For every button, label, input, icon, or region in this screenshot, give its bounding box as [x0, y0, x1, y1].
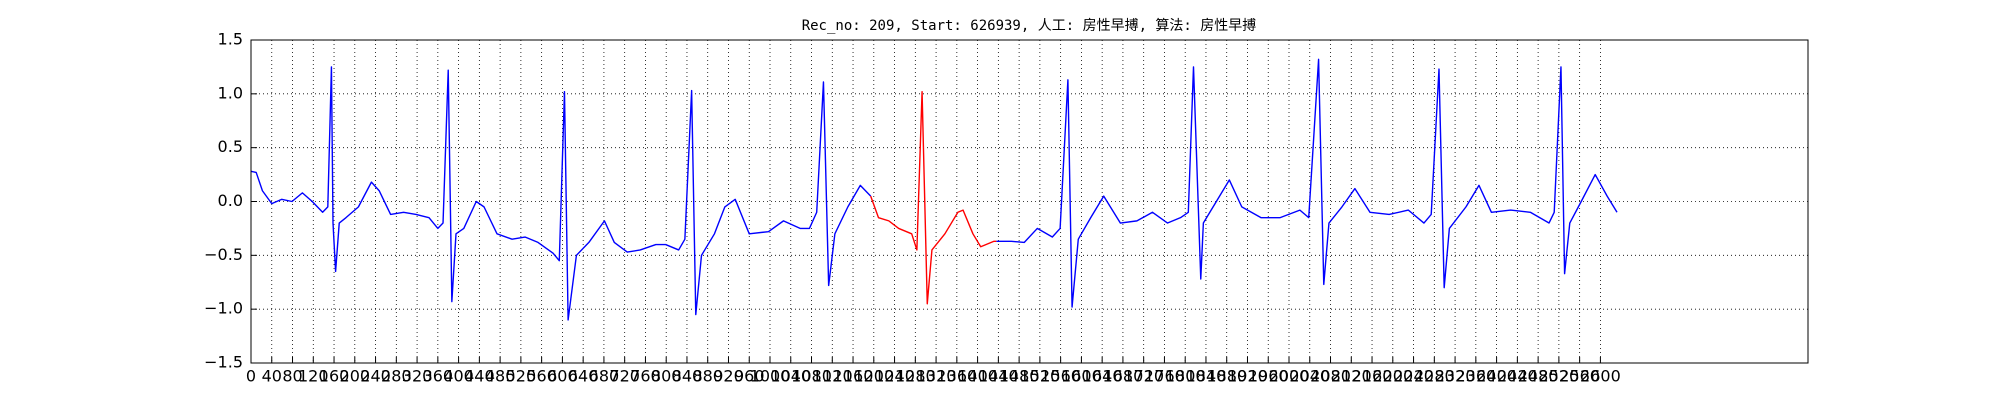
x-tick-label: 120 — [298, 367, 329, 386]
x-tick-label: 2400 — [1476, 367, 1517, 386]
x-tick-label: 920 — [713, 367, 744, 386]
x-tick-label: 1560 — [1040, 367, 1081, 386]
x-tick-label: 1200 — [853, 367, 894, 386]
x-tick-label: 2560 — [1559, 367, 1600, 386]
plot-frame — [250, 39, 1809, 364]
x-tick-label: 2080 — [1310, 367, 1351, 386]
x-tick-label: 1880 — [1206, 367, 1247, 386]
x-tick-label: 1480 — [999, 367, 1040, 386]
x-tick-label: 1320 — [916, 367, 957, 386]
x-tick-label: 680 — [589, 367, 620, 386]
x-tick-label: 280 — [381, 367, 412, 386]
x-tick-label: 200 — [340, 367, 371, 386]
x-tick-label: 80 — [282, 367, 302, 386]
x-tick-label: 800 — [651, 367, 682, 386]
x-tick-label: 1760 — [1144, 367, 1185, 386]
y-tick-label: 0.0 — [218, 191, 243, 210]
x-tick-label: 760 — [630, 367, 661, 386]
x-tick-label: 1640 — [1082, 367, 1123, 386]
x-tick-label: 720 — [609, 367, 640, 386]
x-tick-label: 2120 — [1331, 367, 1372, 386]
y-tick-label: 1.5 — [218, 30, 243, 49]
x-tick-label: 40 — [262, 367, 282, 386]
x-tick-label: 1360 — [936, 367, 977, 386]
x-tick-label: 1160 — [833, 367, 874, 386]
x-tick-label: 2360 — [1455, 367, 1496, 386]
x-tick-label: 2000 — [1269, 367, 1310, 386]
x-tick-label: 2280 — [1414, 367, 1455, 386]
x-tick-label: 1720 — [1123, 367, 1164, 386]
x-tick-label: 1240 — [874, 367, 915, 386]
x-tick-label: 560 — [526, 367, 557, 386]
x-tick-label: 1400 — [957, 367, 998, 386]
x-tick-label: 480 — [485, 367, 516, 386]
x-tick-label: 1800 — [1165, 367, 1206, 386]
ecg-line — [250, 58, 1618, 321]
x-tick-label: 2440 — [1497, 367, 1538, 386]
x-tick-label: 1440 — [978, 367, 1019, 386]
x-tick-label: 2320 — [1435, 367, 1476, 386]
x-tick-label: 2240 — [1393, 367, 1434, 386]
x-tick-label: 0 — [246, 367, 256, 386]
x-tick-label: 600 — [547, 367, 578, 386]
x-tick-label: 880 — [692, 367, 723, 386]
x-tick-label: 240 — [360, 367, 391, 386]
x-tick-label: 1080 — [791, 367, 832, 386]
x-tick-label: 1040 — [770, 367, 811, 386]
x-tick-label: 2520 — [1539, 367, 1580, 386]
x-tick-label: 1680 — [1103, 367, 1144, 386]
y-tick-label: 0.5 — [218, 137, 243, 156]
x-tick-label: 640 — [568, 367, 599, 386]
x-tick-label: 2160 — [1352, 367, 1393, 386]
x-tick-label: 2480 — [1518, 367, 1559, 386]
x-tick-label: 1600 — [1061, 367, 1102, 386]
ecg-line — [870, 90, 997, 305]
x-tick-label: 160 — [319, 367, 350, 386]
x-tick-label: 320 — [402, 367, 433, 386]
x-tick-label: 360 — [423, 367, 454, 386]
x-tick-label: 1960 — [1248, 367, 1289, 386]
chart-title: Rec_no: 209, Start: 626939, 人工: 房性早搏, 算法… — [802, 17, 1257, 34]
x-tick-label: 1280 — [895, 367, 936, 386]
x-tick-label: 960 — [734, 367, 765, 386]
x-tick-label: 2040 — [1289, 367, 1330, 386]
x-tick-label: 400 — [443, 367, 474, 386]
x-tick-label: 440 — [464, 367, 495, 386]
y-tick-label: −0.5 — [204, 245, 243, 264]
x-tick-label: 840 — [672, 367, 703, 386]
y-tick-label: 1.0 — [218, 83, 243, 102]
x-tick-label: 520 — [506, 367, 537, 386]
x-tick-label: 1520 — [1020, 367, 1061, 386]
x-tick-label: 2200 — [1372, 367, 1413, 386]
y-tick-label: −1.5 — [204, 353, 243, 372]
x-tick-label: 1920 — [1227, 367, 1268, 386]
x-tick-label: 2600 — [1580, 367, 1621, 386]
y-tick-label: −1.0 — [204, 299, 243, 318]
x-tick-label: 1000 — [750, 367, 791, 386]
x-tick-label: 1120 — [812, 367, 853, 386]
x-tick-label: 1840 — [1186, 367, 1227, 386]
